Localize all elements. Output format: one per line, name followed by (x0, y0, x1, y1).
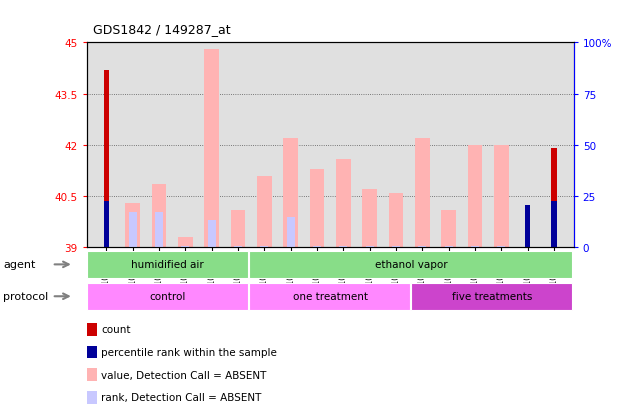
Bar (249, 252, 572, 278)
Bar (313, 246, 321, 248)
Bar (152, 185, 166, 248)
Bar (415, 139, 429, 248)
Text: ethanol vapor: ethanol vapor (375, 260, 447, 270)
Bar (208, 221, 215, 248)
Text: control: control (149, 292, 186, 301)
Bar (497, 246, 505, 248)
Bar (419, 246, 426, 248)
Bar (87, 283, 247, 310)
Bar (234, 246, 242, 248)
Bar (87, 323, 97, 336)
Text: rank, Detection Call = ABSENT: rank, Detection Call = ABSENT (101, 392, 262, 403)
Bar (445, 246, 453, 248)
Bar (181, 246, 189, 248)
Text: one treatment: one treatment (292, 292, 368, 301)
Text: value, Detection Call = ABSENT: value, Detection Call = ABSENT (101, 370, 267, 380)
Bar (365, 246, 374, 248)
Bar (87, 252, 247, 278)
Bar (283, 139, 298, 248)
Text: five treatments: five treatments (453, 292, 533, 301)
Bar (442, 210, 456, 248)
Bar (468, 146, 482, 248)
Bar (310, 169, 324, 248)
Text: protocol: protocol (3, 292, 49, 301)
Bar (87, 346, 97, 358)
Bar (104, 202, 109, 248)
Text: count: count (101, 324, 131, 335)
Bar (87, 368, 97, 381)
Text: percentile rank within the sample: percentile rank within the sample (101, 347, 277, 357)
Bar (551, 149, 556, 248)
Bar (494, 146, 508, 248)
Bar (104, 71, 109, 248)
Bar (231, 210, 246, 248)
Bar (129, 212, 137, 248)
Bar (471, 246, 479, 248)
Bar (204, 50, 219, 248)
Bar (87, 391, 97, 404)
Bar (412, 283, 572, 310)
Bar (249, 283, 410, 310)
Text: humidified air: humidified air (131, 260, 204, 270)
Bar (126, 204, 140, 248)
Bar (392, 246, 400, 248)
Bar (388, 193, 403, 248)
Bar (178, 237, 192, 248)
Bar (260, 246, 269, 248)
Bar (155, 212, 163, 248)
Bar (336, 159, 351, 248)
Bar (287, 217, 295, 248)
Bar (362, 190, 377, 248)
Bar (339, 246, 347, 248)
Text: agent: agent (3, 260, 36, 270)
Bar (551, 202, 556, 248)
Bar (257, 176, 272, 248)
Text: GDS1842 / 149287_at: GDS1842 / 149287_at (93, 23, 231, 36)
Bar (525, 205, 530, 248)
